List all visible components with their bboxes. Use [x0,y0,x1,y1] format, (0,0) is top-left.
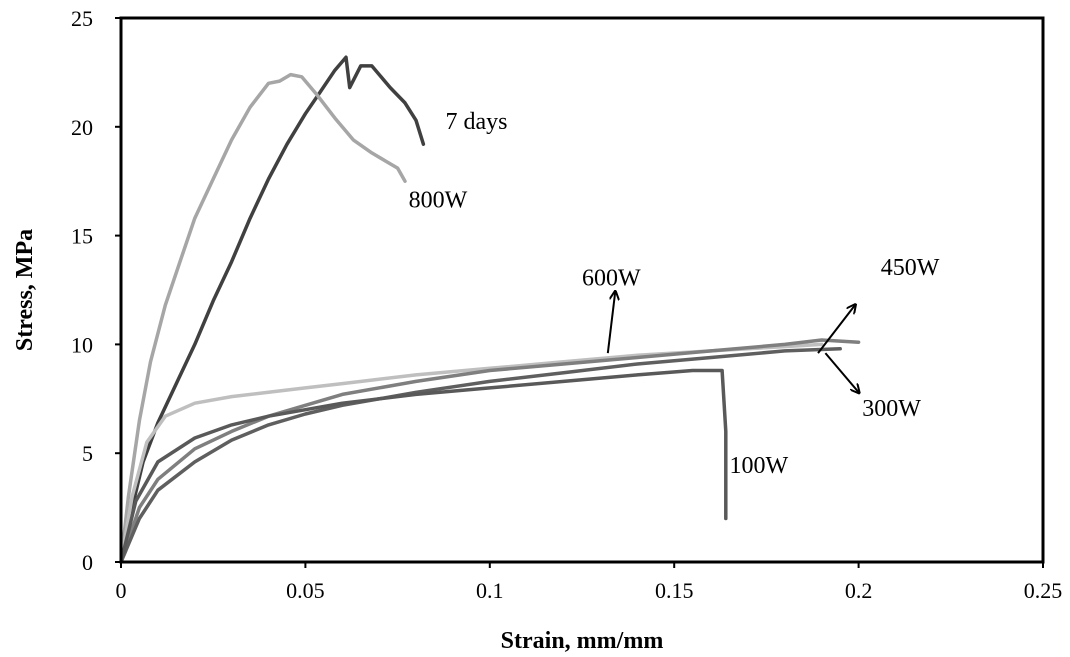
y-tick-label: 20 [71,115,93,140]
y-tick-label: 0 [82,550,93,575]
y-tick-label: 15 [71,224,93,249]
series-line-100w [119,368,728,564]
series-line-300w [119,347,842,564]
series-line-450w [119,338,861,564]
x-tick-label: 0.2 [845,578,873,603]
series-layer [119,55,861,564]
series-label-600w: 600W [582,266,641,292]
series-label-7-days: 7 days [446,109,508,135]
series-line-7-days [119,55,426,564]
tick-layer: 0 0.05 0.1 0.15 0.2 0.25 0 5 10 15 20 25 [71,6,1062,603]
series-line-600w [119,342,824,564]
series-line-800w [119,72,407,564]
series-label-450w: 450W [881,255,940,281]
y-tick-label: 25 [71,6,93,31]
x-axis-title: Strain, mm/mm [501,628,664,654]
arrow-layer [606,292,859,392]
annotation-arrow-600w [606,292,615,354]
x-tick-label: 0.1 [476,578,504,603]
x-tick-label: 0 [116,578,127,603]
annotation-layer: 7 days 800W 600W 450W 300W 100W [409,109,940,479]
y-tick-label: 10 [71,332,93,357]
series-label-300w: 300W [862,396,921,422]
x-tick-label: 0.05 [286,578,325,603]
annotation-arrow-450w [817,305,855,354]
y-axis-title: Stress, MPa [12,229,38,351]
x-tick-label: 0.25 [1024,578,1063,603]
y-tick-label: 5 [82,441,93,466]
annotation-arrow-300w [824,352,858,392]
x-tick-label: 0.15 [655,578,694,603]
plot-frame [119,16,1045,564]
series-label-800w: 800W [409,187,468,213]
series-label-100w: 100W [730,453,789,479]
